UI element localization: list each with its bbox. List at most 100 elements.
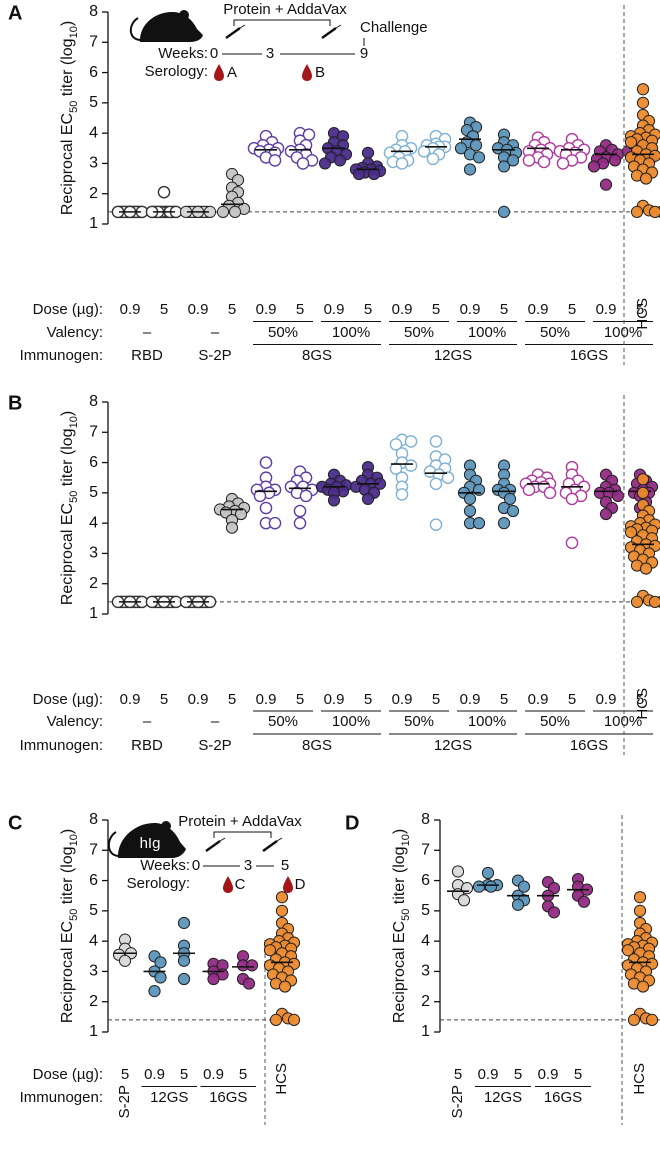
dose-label: 0.9 (144, 1066, 165, 1083)
immunogen-label: 12GS (150, 1089, 188, 1106)
data-point (497, 517, 511, 530)
data-point (333, 154, 347, 167)
y-axis-label-part: titer (log (59, 846, 76, 908)
data-point (639, 172, 653, 185)
syringe (321, 24, 342, 40)
immunogen-label: HCS (273, 1063, 290, 1095)
valency-label: 50% (540, 713, 570, 730)
data-point (630, 205, 644, 218)
y-tick-label: 6 (89, 64, 98, 81)
dose-label: 5 (574, 1066, 582, 1083)
syringe (262, 837, 283, 853)
serology-label: Serology: (145, 63, 208, 80)
dose-label: 5 (500, 691, 508, 708)
data-point (481, 866, 495, 880)
data-point (472, 483, 486, 496)
data-point (404, 435, 418, 448)
y-axis-label: Reciprocal EC50 titer (log10) (59, 829, 80, 1023)
y-axis-label-part: ) (59, 411, 76, 416)
y-tick-label: 6 (89, 872, 98, 889)
data-point (352, 167, 366, 181)
inset-a: Protein + AddaVax Challenge Weeks: 0 3 9… (129, 1, 428, 81)
row-label: Immunogen: (20, 347, 103, 364)
data-point (587, 160, 601, 173)
dose-label: 0.9 (528, 691, 549, 708)
y-axis-label-part: ) (391, 829, 408, 834)
immunogen-label: RBD (131, 347, 163, 364)
y-axis-label-part: 50 (400, 909, 412, 921)
data-point (565, 536, 579, 550)
data-point (472, 151, 486, 164)
valency-label: 50% (540, 324, 570, 341)
data-point (234, 507, 248, 521)
week: 0 (192, 857, 200, 874)
data-point (547, 906, 561, 919)
blood-drop (214, 64, 224, 81)
valency-label: 100% (332, 324, 370, 341)
dose-label: 0.9 (460, 301, 481, 318)
y-tick-label: 4 (89, 124, 98, 141)
dose-label: 5 (568, 301, 576, 318)
data-point (157, 185, 171, 199)
data-point (565, 492, 579, 506)
y-axis-label: Reciprocal EC50 titer (log10) (59, 411, 80, 605)
immunogen-label: 16GS (209, 1089, 247, 1106)
data-point (497, 160, 511, 173)
valency-label: 100% (332, 713, 370, 730)
row-label: Immunogen: (20, 737, 103, 754)
data-point (404, 459, 418, 472)
dose-label: 0.9 (324, 301, 345, 318)
data-point (426, 152, 440, 166)
y-axis-label-part: 10 (400, 834, 412, 846)
data-point (457, 894, 471, 907)
y-tick-label: 5 (89, 902, 98, 919)
valency-label: – (211, 713, 220, 730)
data-point (648, 205, 660, 218)
y-axis-label: Reciprocal EC50 titer (log10) (391, 829, 412, 1023)
immunogen-label: RBD (131, 737, 163, 754)
dose-label: 5 (364, 691, 372, 708)
y-tick-label: 5 (89, 94, 98, 111)
weeks-label: Weeks: (140, 857, 190, 874)
data-point (228, 205, 242, 218)
immunogen-label: 12GS (484, 1089, 522, 1106)
y-axis-label-part: ) (59, 21, 76, 26)
week: 3 (244, 857, 252, 874)
data-point (429, 477, 443, 491)
data-point (177, 972, 191, 986)
data-point (361, 146, 375, 159)
data-point (599, 178, 613, 191)
data-point (624, 136, 638, 149)
data-point (636, 83, 650, 96)
immunogen-label: 16GS (544, 1089, 582, 1106)
data-point (367, 167, 381, 181)
week: 5 (281, 857, 289, 874)
mouse-tail (129, 17, 142, 41)
row-label: Immunogen: (20, 1089, 103, 1106)
data-point (269, 1013, 283, 1026)
valency-label: – (211, 324, 220, 341)
data-point (511, 898, 525, 911)
event-label: Challenge (360, 19, 428, 36)
y-tick-label: 4 (89, 514, 98, 531)
y-tick-label: 3 (89, 963, 98, 980)
dose-label: 0.9 (596, 301, 617, 318)
immunogen-label: 8GS (302, 737, 332, 754)
dose-label: 0.9 (188, 301, 209, 318)
dose-label: 0.9 (188, 691, 209, 708)
data-point (506, 504, 520, 518)
row-label: Valency: (47, 324, 103, 341)
dose-label: 5 (500, 301, 508, 318)
data-point (275, 891, 289, 904)
y-axis-label-part: Reciprocal EC (59, 921, 76, 1023)
y-tick-label: 4 (421, 932, 430, 949)
y-tick-label: 7 (89, 34, 98, 51)
data-point (207, 972, 220, 986)
immunogen-label: HCS (634, 298, 651, 330)
y-axis-label-part: 50 (68, 909, 80, 921)
data-point (268, 154, 282, 167)
data-point (648, 595, 660, 608)
y-tick-label: 8 (89, 393, 98, 410)
y-tick-label: 8 (89, 811, 98, 828)
dose-label: 0.9 (256, 301, 277, 318)
